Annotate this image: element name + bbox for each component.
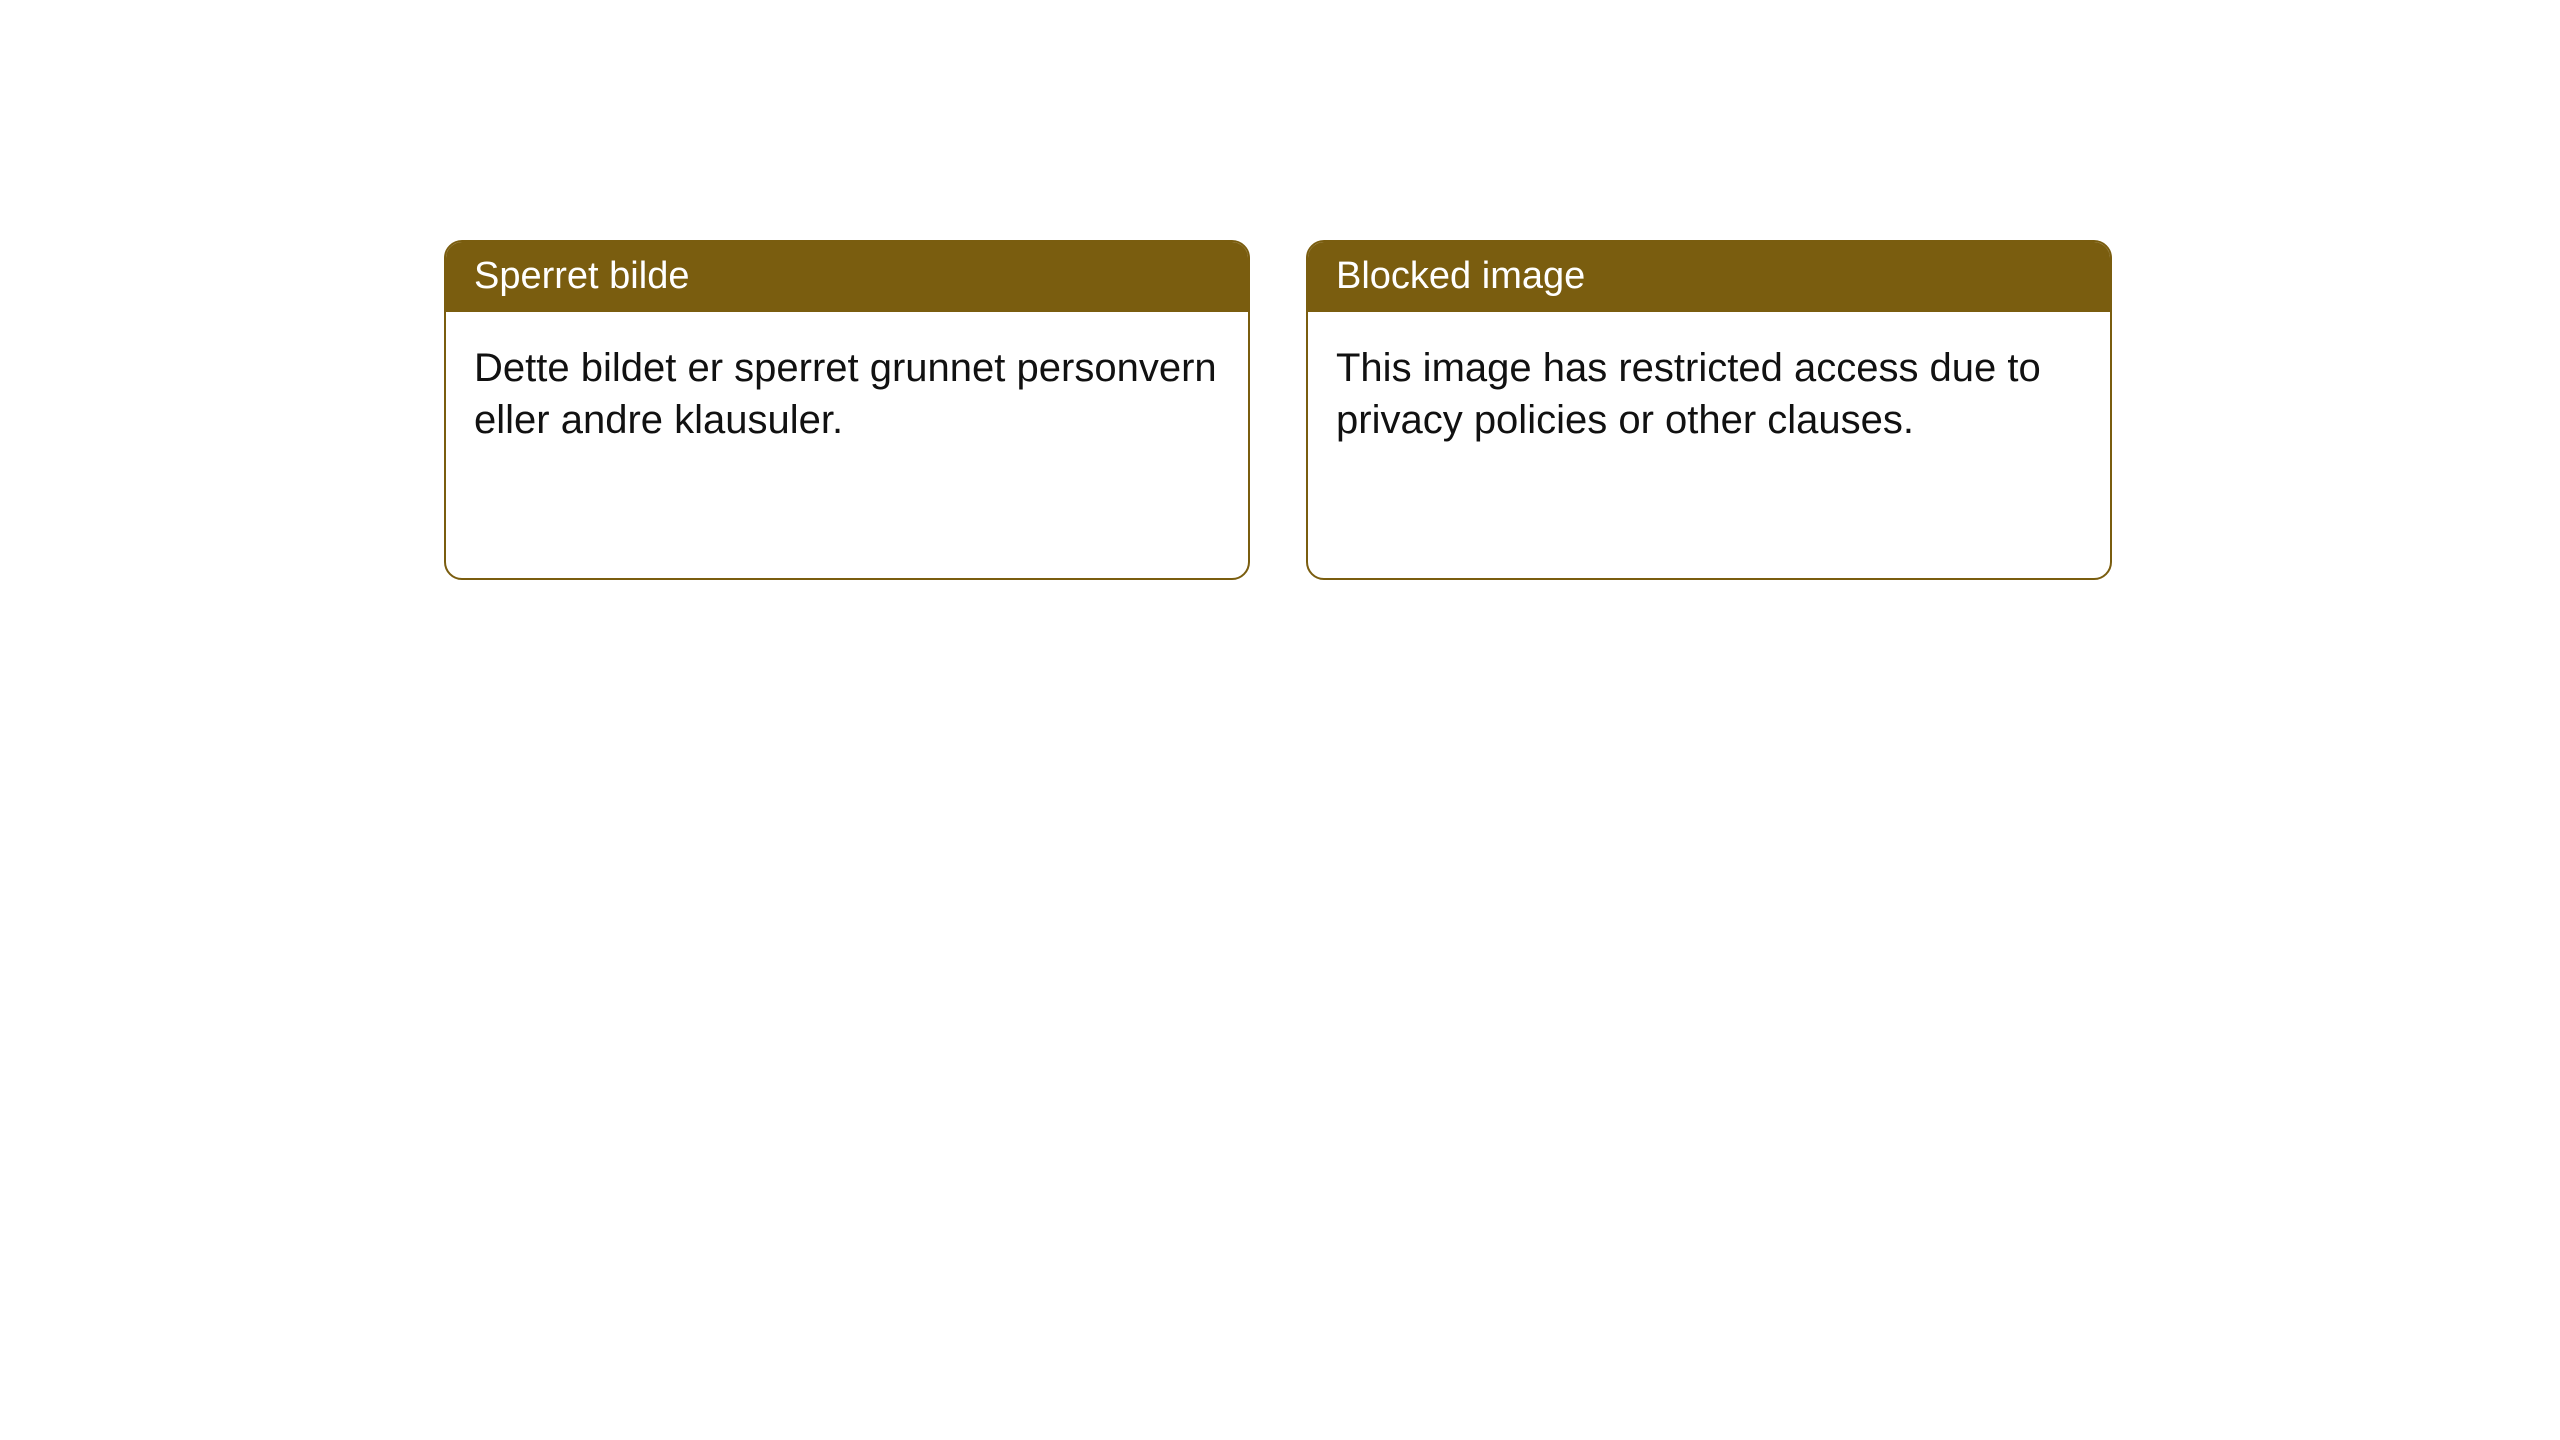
card-body: Dette bildet er sperret grunnet personve… <box>446 312 1248 476</box>
card-body-text: This image has restricted access due to … <box>1336 346 2041 442</box>
card-title: Blocked image <box>1336 255 1585 297</box>
card-body-text: Dette bildet er sperret grunnet personve… <box>474 346 1217 442</box>
card-body: This image has restricted access due to … <box>1308 312 2110 476</box>
blocked-image-card-no: Sperret bilde Dette bildet er sperret gr… <box>444 240 1250 580</box>
card-header: Blocked image <box>1308 242 2110 312</box>
card-title: Sperret bilde <box>474 255 689 297</box>
cards-container: Sperret bilde Dette bildet er sperret gr… <box>444 240 2112 580</box>
card-header: Sperret bilde <box>446 242 1248 312</box>
blocked-image-card-en: Blocked image This image has restricted … <box>1306 240 2112 580</box>
